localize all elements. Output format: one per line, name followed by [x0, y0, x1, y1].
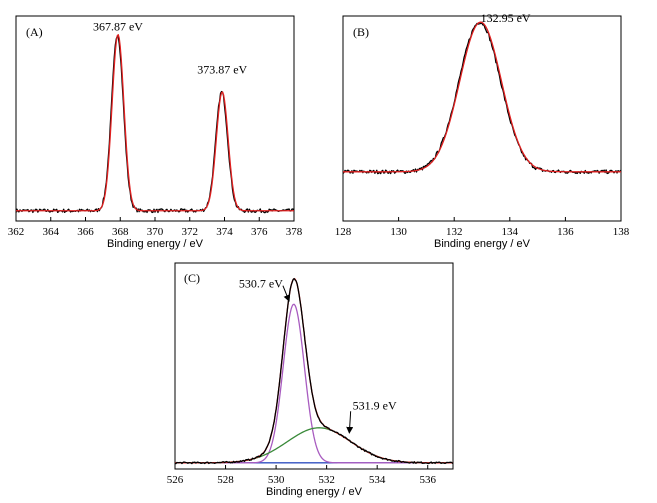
panel-c-peak-1-label: 530.7 eV	[239, 277, 283, 291]
x-tick-label-7: 376	[251, 226, 268, 238]
panel-a: 362 364 366 368 370 372 374 376 378 (A) Binding …	[8, 15, 303, 250]
x-tick-label-6: 374	[216, 226, 233, 238]
panel-c-x-axis-label: Binding energy / eV	[266, 486, 363, 498]
x-tick-label-4: 370	[147, 226, 164, 238]
x-tick-label-3: 368	[112, 226, 129, 238]
panel-a-x-axis-label: Binding energy / eV	[107, 238, 204, 250]
x-tick-label-2: 132	[446, 226, 463, 238]
x-tick-label-2: 530	[268, 474, 285, 486]
x-tick-label-1: 130	[390, 226, 407, 238]
x-tick-label-5: 138	[613, 226, 630, 238]
panel-a-label: (A)	[26, 25, 43, 39]
panel-c-frame	[174, 262, 454, 470]
panel-b-curves	[342, 21, 622, 175]
panel-c-annotation-arrow-0	[282, 285, 291, 302]
panel-b: 128 130 132 134 136 138 (B) Binding energy / …	[335, 11, 630, 250]
panel-c-label: (C)	[184, 271, 200, 285]
panel-b-peak-label: 132.95 eV	[481, 11, 531, 25]
x-tick-label-4: 136	[557, 226, 574, 238]
panel-b-fit-curve	[343, 21, 621, 173]
panel-c-annotation-arrow-1	[346, 411, 354, 434]
x-tick-label-1: 364	[43, 226, 60, 238]
panel-a-frame	[15, 15, 295, 222]
panel-a-fit-curve	[16, 33, 294, 212]
x-tick-label-5: 372	[182, 226, 199, 238]
x-tick-label-3: 532	[318, 474, 335, 486]
panel-a-x-ticks: 362 364 366 368 370 372 374 376 378	[8, 217, 303, 238]
panel-a-peak-1-label: 367.87 eV	[93, 19, 143, 33]
x-tick-label-0: 526	[167, 474, 184, 486]
x-tick-label-1: 528	[217, 474, 234, 486]
panel-c-measured-curve	[174, 277, 454, 465]
panel-a-measured-curve	[15, 35, 295, 214]
x-tick-label-3: 134	[502, 226, 519, 238]
panel-c-peak-2-label: 531.9 eV	[353, 398, 397, 412]
panel-c: 526 528 530 532 534 536 (C) Binding energy / …	[167, 262, 454, 498]
panel-b-x-ticks: 128 130 132 134 136 138	[335, 217, 630, 238]
panel-b-frame	[342, 15, 622, 222]
panel-a-curves	[15, 33, 295, 214]
panel-c-component-0	[175, 303, 453, 464]
x-tick-label-2: 366	[77, 226, 94, 238]
panel-c-x-ticks: 526 528 530 532 534 536	[167, 465, 436, 486]
panel-c-component-1	[175, 427, 453, 464]
panel-b-label: (B)	[353, 25, 369, 39]
panel-a-peak-2-label: 373.87 eV	[197, 62, 247, 76]
panel-c-curves	[174, 277, 454, 465]
panel-b-x-axis-label: Binding energy / eV	[434, 238, 531, 250]
x-tick-label-4: 534	[369, 474, 386, 486]
panel-b-measured-curve	[342, 22, 622, 175]
x-tick-label-0: 362	[8, 226, 25, 238]
x-tick-label-0: 128	[335, 226, 352, 238]
x-tick-label-5: 536	[419, 474, 436, 486]
x-tick-label-8: 378	[286, 226, 303, 238]
